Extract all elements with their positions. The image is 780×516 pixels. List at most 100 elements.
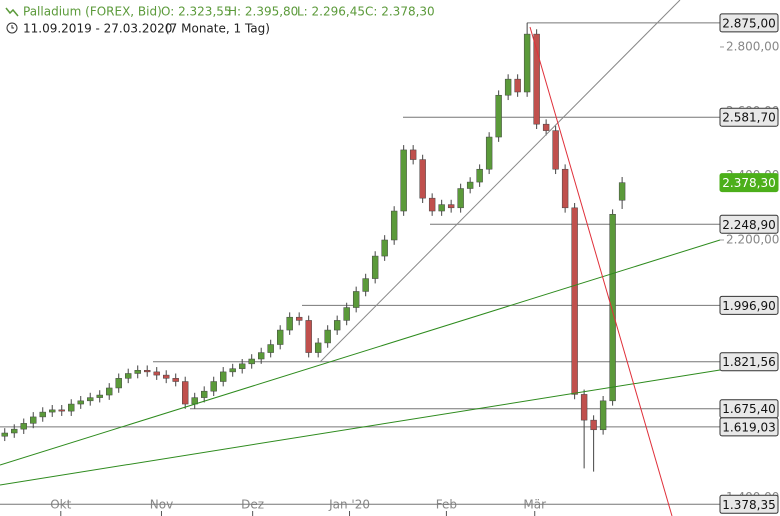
candle-body bbox=[30, 416, 37, 424]
candle-body bbox=[248, 358, 255, 365]
ohlc-low: L: 2.296,45 bbox=[297, 5, 365, 19]
price-box bbox=[719, 13, 779, 33]
price-label: 1.996,90 bbox=[722, 299, 775, 313]
trend-line bbox=[529, 26, 673, 516]
trend-lines bbox=[0, 0, 721, 516]
price-box bbox=[719, 352, 779, 372]
candle-body bbox=[267, 344, 274, 353]
candle-body bbox=[428, 197, 436, 212]
candle-body bbox=[371, 255, 379, 279]
y-tick-label: 2.800,00 bbox=[726, 39, 779, 53]
price-label: 2.248,90 bbox=[722, 218, 775, 232]
candle-body bbox=[447, 204, 455, 209]
candle-body bbox=[362, 278, 369, 292]
candle-body bbox=[580, 394, 588, 421]
trend-line bbox=[0, 239, 721, 466]
candle-body bbox=[1, 432, 8, 437]
candle-body bbox=[466, 181, 474, 189]
ohlc-high: H: 2.395,80 bbox=[228, 5, 298, 19]
candle-body bbox=[438, 204, 445, 212]
candle-body bbox=[11, 428, 18, 434]
candle-body bbox=[115, 378, 122, 389]
candle-body bbox=[172, 378, 179, 382]
header: Palladium (FOREX, Bid) O: 2.323,55 H: 2.… bbox=[5, 5, 435, 36]
price-label: 2.581,70 bbox=[722, 111, 775, 125]
candle-body bbox=[239, 363, 246, 369]
ohlc-close: C: 2.378,30 bbox=[365, 5, 435, 19]
candle-body bbox=[182, 381, 189, 405]
candle-body bbox=[229, 368, 236, 373]
chart-icon bbox=[5, 7, 19, 17]
candle-body bbox=[68, 403, 75, 412]
candle-body bbox=[485, 136, 493, 170]
y-tick-label: 2.200,00 bbox=[726, 232, 779, 246]
candle-body bbox=[504, 78, 512, 96]
chart-title: Palladium (FOREX, Bid) bbox=[23, 5, 162, 19]
candle-body bbox=[134, 370, 141, 374]
candle-body bbox=[390, 210, 398, 241]
candle-body bbox=[49, 409, 56, 413]
candle-body bbox=[220, 371, 227, 382]
price-label: 2.378,30 bbox=[722, 176, 775, 190]
candle-body bbox=[144, 370, 151, 373]
candle-body bbox=[324, 329, 331, 344]
candle-body bbox=[533, 33, 540, 125]
candle-body bbox=[523, 33, 531, 93]
candle-body bbox=[590, 419, 597, 431]
price-label: 1.821,56 bbox=[722, 355, 775, 369]
candle-body bbox=[163, 374, 170, 379]
candle-body bbox=[77, 400, 84, 405]
ohlc-open: O: 2.323,55 bbox=[161, 5, 232, 19]
candle-body bbox=[314, 342, 322, 353]
trend-line bbox=[0, 369, 721, 486]
candle-body bbox=[96, 394, 103, 398]
candle-body bbox=[381, 239, 388, 257]
price-label: 2.875,00 bbox=[722, 16, 775, 30]
price-box bbox=[719, 295, 779, 315]
candle-body bbox=[343, 307, 350, 321]
candle-body bbox=[352, 291, 360, 308]
candle-body bbox=[333, 320, 341, 331]
candle-body bbox=[599, 400, 607, 431]
candle-body bbox=[618, 182, 626, 201]
candle-body bbox=[305, 320, 312, 353]
price-label: 1.675,40 bbox=[722, 402, 775, 416]
candle-body bbox=[295, 316, 303, 321]
candle-body bbox=[125, 373, 132, 379]
date-range: 11.09.2019 - 27.03.2020 bbox=[23, 22, 172, 36]
price-box bbox=[719, 494, 779, 514]
candle-body bbox=[39, 411, 46, 418]
candle-body bbox=[276, 329, 284, 345]
candle-body bbox=[201, 390, 208, 398]
price-box bbox=[719, 417, 779, 437]
period: (7 Monate, 1 Tag) bbox=[165, 22, 270, 36]
candle-body bbox=[609, 213, 616, 402]
candle-body bbox=[400, 149, 407, 212]
price-box bbox=[719, 107, 779, 127]
candle-body bbox=[514, 78, 521, 93]
candle-body bbox=[561, 168, 569, 209]
price-label: 1.619,03 bbox=[722, 420, 775, 434]
candle-body bbox=[153, 371, 160, 376]
candle-body bbox=[571, 207, 578, 395]
clock-hands bbox=[11, 25, 14, 29]
candle-body bbox=[552, 130, 559, 170]
price-label: 1.378,35 bbox=[722, 498, 775, 512]
candle-body bbox=[20, 423, 27, 430]
price-box bbox=[719, 214, 779, 234]
candle-body bbox=[286, 316, 293, 331]
candle-body bbox=[409, 149, 417, 160]
candle-body bbox=[106, 387, 113, 396]
candle-body bbox=[495, 94, 502, 138]
candle-body bbox=[210, 381, 217, 392]
candle-body bbox=[457, 188, 464, 209]
candle-body bbox=[419, 159, 426, 199]
candle-body bbox=[58, 409, 65, 412]
candle-body bbox=[257, 352, 265, 360]
candle-body bbox=[476, 168, 483, 183]
candle-body bbox=[542, 123, 550, 131]
price-box bbox=[719, 173, 779, 193]
trend-line bbox=[319, 0, 681, 363]
clock-icon bbox=[6, 22, 18, 34]
